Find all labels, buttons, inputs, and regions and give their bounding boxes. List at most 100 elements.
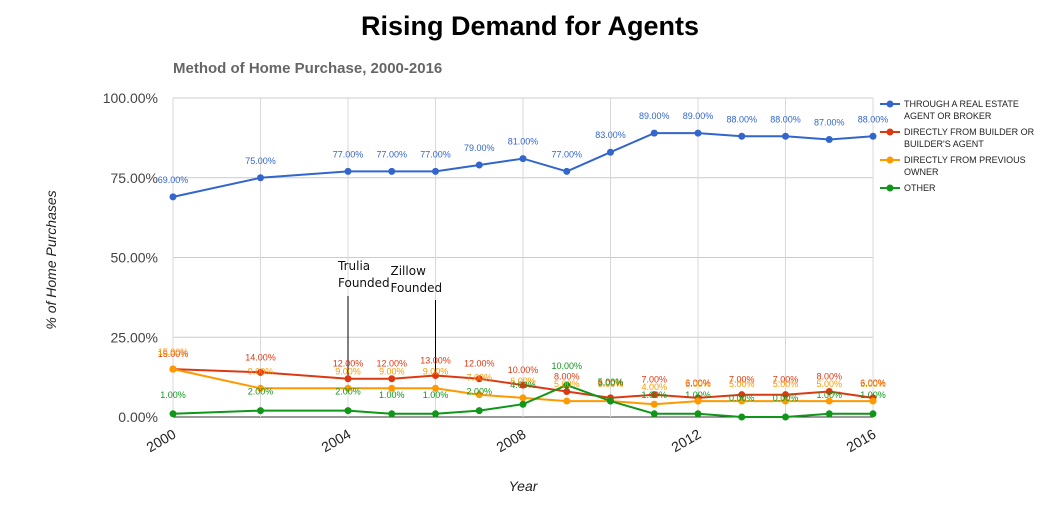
- y-tick-label: 75.00%: [111, 170, 158, 186]
- data-label: 81.00%: [508, 137, 539, 147]
- legend-swatch-dot: [886, 156, 894, 164]
- legend-label: DIRECTLY FROM PREVIOUS: [904, 155, 1026, 165]
- data-point: [475, 375, 483, 383]
- data-label: 1.00%: [860, 390, 886, 400]
- data-label: 6.00%: [598, 378, 624, 388]
- data-label: 7.00%: [729, 375, 755, 385]
- data-point: [344, 167, 352, 175]
- data-label: 6.00%: [510, 376, 536, 386]
- data-label: 8.00%: [554, 371, 580, 381]
- legend: THROUGH A REAL ESTATE AGENT OR BROKER DIRE…: [880, 99, 1035, 193]
- data-point: [388, 167, 396, 175]
- data-label: 9.00%: [248, 366, 274, 376]
- data-point: [169, 410, 177, 418]
- data-point: [169, 193, 177, 201]
- data-label: 2.00%: [466, 387, 492, 397]
- data-label: 8.00%: [816, 371, 842, 381]
- data-point: [650, 129, 658, 137]
- data-label: 1.00%: [423, 390, 449, 400]
- data-label: 10.00%: [508, 365, 539, 375]
- data-point: [432, 167, 439, 175]
- data-point: [475, 407, 483, 415]
- series-0: [169, 129, 877, 201]
- data-point: [782, 132, 789, 140]
- x-tick-label: 2016: [844, 426, 879, 456]
- legend-swatch-dot: [886, 184, 894, 192]
- data-point: [432, 384, 439, 392]
- legend-label: THROUGH A REAL ESTATE: [904, 99, 1019, 109]
- data-label: 75.00%: [245, 156, 276, 166]
- data-label: 79.00%: [464, 143, 495, 153]
- data-label: 1.00%: [379, 390, 405, 400]
- data-point: [738, 413, 746, 421]
- data-point: [475, 391, 483, 399]
- data-label: 12.00%: [376, 359, 407, 369]
- data-label: 9.00%: [335, 366, 361, 376]
- data-label: 4.00%: [641, 382, 667, 392]
- data-point: [257, 368, 264, 376]
- legend-label: BUILDER'S AGENT: [904, 139, 984, 149]
- data-label: 1.00%: [816, 390, 842, 400]
- y-tick-label: 50.00%: [111, 250, 158, 266]
- annotation-text: Founded: [338, 276, 390, 290]
- legend-label: OWNER: [904, 167, 939, 177]
- data-point: [169, 365, 177, 373]
- data-label: 9.00%: [379, 366, 405, 376]
- data-point: [869, 410, 877, 418]
- series-3: [169, 381, 877, 421]
- data-point: [738, 391, 746, 399]
- data-point: [650, 410, 658, 418]
- data-point: [782, 413, 789, 421]
- legend-label: DIRECTLY FROM BUILDER OR: [904, 127, 1035, 137]
- data-label: 2.00%: [248, 387, 274, 397]
- data-label: 88.00%: [858, 114, 889, 124]
- data-label: 1.00%: [160, 390, 186, 400]
- data-point: [825, 387, 833, 395]
- data-label: 89.00%: [639, 111, 670, 121]
- data-label: 0.00%: [773, 393, 799, 403]
- data-point: [563, 381, 571, 389]
- data-point: [344, 407, 352, 415]
- data-point: [738, 132, 746, 140]
- data-label: 7.00%: [466, 373, 492, 383]
- data-label: 5.00%: [598, 379, 624, 389]
- data-point: [869, 397, 877, 405]
- data-point: [519, 394, 527, 402]
- legend-label: OTHER: [904, 183, 936, 193]
- data-label: 88.00%: [726, 114, 757, 124]
- data-label: 2.00%: [335, 387, 361, 397]
- data-point: [563, 167, 571, 175]
- data-point: [650, 391, 658, 399]
- y-tick-label: 100.00%: [103, 90, 158, 106]
- y-tick-label: 25.00%: [111, 329, 158, 345]
- data-label: 5.00%: [773, 379, 799, 389]
- data-point: [694, 129, 702, 137]
- data-point: [563, 397, 571, 405]
- annotation-text: Founded: [391, 281, 443, 295]
- data-label: 89.00%: [683, 111, 714, 121]
- y-tick-label: 0.00%: [118, 409, 158, 425]
- x-tick-label: 2004: [319, 426, 354, 456]
- data-label: 69.00%: [158, 175, 189, 185]
- data-label: 6.00%: [860, 378, 886, 388]
- data-point: [344, 384, 352, 392]
- data-label: 77.00%: [376, 149, 407, 159]
- data-label: 6.00%: [685, 378, 711, 388]
- legend-label: AGENT OR BROKER: [904, 111, 992, 121]
- data-label: 5.00%: [816, 379, 842, 389]
- legend-swatch-dot: [886, 128, 894, 136]
- data-point: [432, 410, 439, 418]
- data-point: [825, 135, 833, 143]
- data-point: [519, 155, 527, 163]
- annotation-text: Trulia: [337, 259, 370, 273]
- data-point: [607, 148, 614, 156]
- data-point: [782, 391, 789, 399]
- data-label: 88.00%: [770, 114, 801, 124]
- data-point: [257, 407, 264, 415]
- data-label: 5.00%: [554, 379, 580, 389]
- data-point: [563, 387, 571, 395]
- data-point: [257, 174, 264, 182]
- data-point: [650, 400, 658, 408]
